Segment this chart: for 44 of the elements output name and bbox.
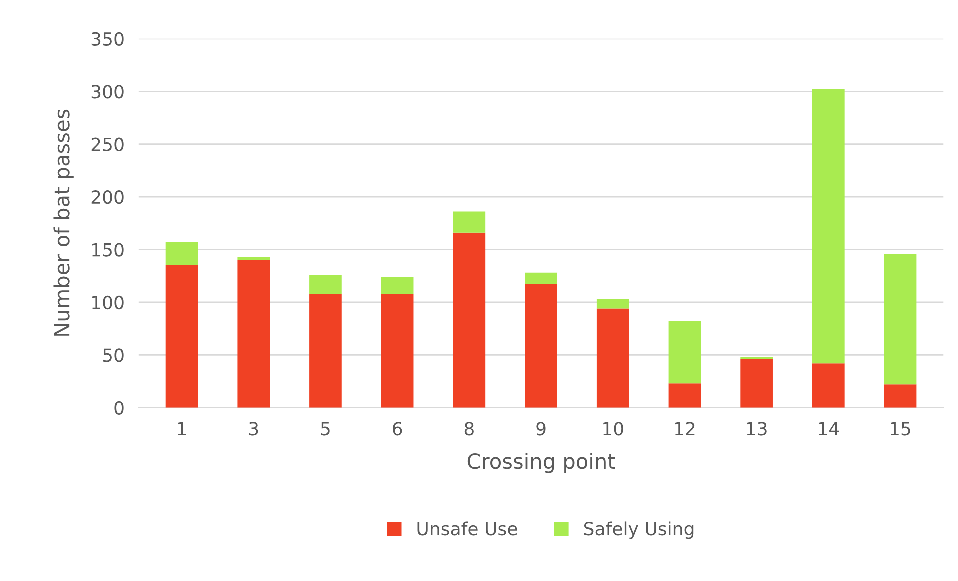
bar: [812, 364, 845, 408]
y-axis-title: Number of bat passes: [54, 110, 74, 336]
y-tick-label: 200: [92, 190, 124, 204]
bar: [668, 321, 702, 384]
bar: [166, 266, 198, 408]
bar: [668, 384, 702, 408]
x-tick-label: 14: [819, 422, 840, 436]
y-tick-label: 50: [103, 348, 124, 362]
bar: [166, 242, 198, 266]
bar: [596, 299, 630, 309]
y-tick-label: 350: [92, 32, 124, 46]
bar: [238, 260, 270, 408]
legend-label: Unsafe Use: [418, 522, 518, 536]
bar: [596, 308, 630, 408]
bar: [310, 294, 342, 408]
bar: [884, 254, 917, 385]
bar: [525, 284, 558, 408]
x-tick-label: 5: [321, 422, 330, 436]
x-axis-title: Crossing point: [468, 453, 616, 474]
y-tick-label: 150: [92, 243, 124, 257]
x-tick-label: 10: [604, 422, 624, 436]
bar: [238, 257, 270, 260]
y-tick-label: 0: [114, 401, 124, 415]
y-tick-label: 250: [92, 138, 124, 152]
x-tick-label: 3: [250, 422, 258, 436]
x-tick-label: 9: [536, 422, 546, 436]
y-tick-label: 300: [92, 85, 124, 99]
bar: [381, 294, 414, 408]
x-tick-label: 12: [675, 422, 695, 436]
bar: [381, 277, 414, 294]
bar: [525, 272, 558, 285]
bar: [884, 384, 917, 408]
y-tick-label: 100: [92, 296, 124, 310]
bar: [453, 232, 486, 408]
bar: [453, 212, 486, 233]
x-tick-label: 6: [393, 422, 402, 436]
bar: [740, 359, 773, 408]
x-tick-label: 15: [891, 422, 910, 436]
bar: [310, 275, 342, 294]
x-tick-label: 8: [464, 422, 474, 436]
legend-label: Safely Using: [584, 522, 694, 540]
x-tick-label: 1: [178, 422, 186, 436]
bar: [812, 90, 845, 364]
x-tick-label: 13: [747, 422, 767, 436]
